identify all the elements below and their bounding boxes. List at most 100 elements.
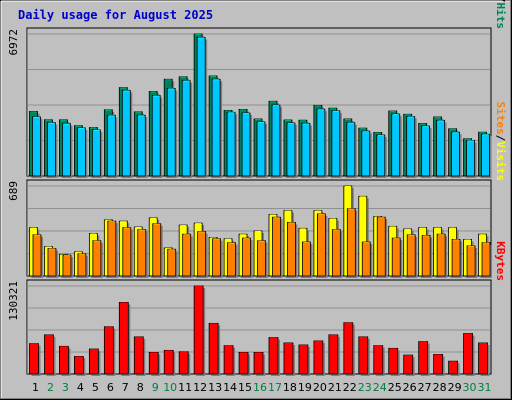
- bar-kbytes-day-7: [118, 302, 131, 376]
- bar-sites-day-12-face: [197, 231, 207, 277]
- bar-files-day-31-face: [481, 133, 490, 177]
- bar-files-day-20-face: [316, 108, 326, 177]
- bar-kbytes-day-4: [74, 356, 86, 376]
- bar-sites-day-22-face: [346, 208, 356, 277]
- bar-sites-day-11-face: [182, 233, 192, 277]
- bar-kbytes-day-2-face: [44, 334, 54, 375]
- x-tick-label-day-14: 14: [223, 381, 237, 394]
- x-tick-label-day-27: 27: [418, 381, 432, 394]
- bar-kbytes-day-1: [29, 343, 41, 376]
- bar-kbytes-day-5: [88, 348, 101, 376]
- bar-files-day-28: [436, 119, 447, 178]
- bar-files-day-2-face: [47, 122, 56, 177]
- bar-sites-day-6-face: [107, 220, 117, 277]
- bar-files-day-29: [451, 131, 462, 178]
- bar-kbytes-day-31: [478, 342, 490, 376]
- bar-kbytes-day-23-face: [358, 336, 369, 375]
- bar-sites-day-14-face: [227, 242, 236, 277]
- bar-files-day-16-face: [256, 121, 266, 177]
- bar-sites-day-13-face: [212, 238, 222, 277]
- bar-kbytes-day-16-face: [253, 351, 264, 375]
- bar-sites-day-29: [451, 239, 463, 278]
- bar-sites-day-7: [122, 227, 133, 278]
- bar-files-day-19-face: [301, 123, 311, 177]
- bar-kbytes-day-17-face: [268, 337, 279, 375]
- bar-sites-day-26-face: [406, 234, 416, 277]
- bar-kbytes-day-27-face: [418, 341, 429, 375]
- bar-kbytes-day-26: [403, 354, 415, 376]
- bar-sites-day-7-face: [122, 227, 132, 277]
- x-tick-label-day-16: 16: [253, 381, 267, 394]
- bar-files-day-13-face: [211, 78, 221, 177]
- bar-sites-day-15: [242, 237, 253, 278]
- panel-kbytes: 130321 KBytes: [7, 241, 507, 376]
- legend-sites: Sites: [494, 102, 507, 135]
- bar-files-day-3: [62, 123, 73, 178]
- bar-kbytes-day-15: [238, 351, 251, 376]
- bar-files-day-23: [361, 130, 372, 178]
- bar-files-day-14-face: [226, 111, 236, 177]
- y-max-label: 130321: [7, 281, 20, 321]
- bar-kbytes-day-29: [448, 360, 460, 376]
- bar-files-day-18: [286, 122, 297, 178]
- bar-kbytes-day-22-face: [343, 322, 354, 375]
- bar-sites-day-16-face: [257, 240, 266, 277]
- bar-files-day-15: [241, 112, 253, 178]
- bar-files-day-27-face: [421, 125, 431, 177]
- bar-files-day-26-face: [406, 116, 416, 177]
- bar-files-day-11: [181, 80, 193, 178]
- x-tick-label-day-28: 28: [433, 381, 447, 394]
- bar-files-day-6: [106, 114, 118, 178]
- bar-kbytes-day-19-face: [298, 344, 309, 375]
- bar-files-day-25-face: [391, 113, 401, 177]
- x-tick-label-day-2: 2: [47, 381, 54, 394]
- x-tick-label-day-8: 8: [137, 381, 144, 394]
- bar-files-day-14: [226, 111, 238, 178]
- bar-kbytes-day-19: [298, 344, 310, 376]
- bar-kbytes-day-24-face: [373, 345, 384, 375]
- legend-kbytes: KBytes: [494, 241, 507, 281]
- bar-sites-day-30-face: [466, 245, 476, 277]
- x-tick-label-day-9: 9: [152, 381, 159, 394]
- bar-sites-day-30: [466, 245, 478, 278]
- bar-files-day-12: [196, 37, 208, 178]
- bar-files-day-29-face: [451, 131, 460, 177]
- bar-files-day-7: [121, 90, 133, 178]
- x-tick-label-day-22: 22: [343, 381, 357, 394]
- bar-kbytes-day-8-face: [133, 336, 144, 375]
- x-tick-label-day-13: 13: [208, 381, 222, 394]
- bar-files-day-21-face: [331, 110, 341, 177]
- bar-files-day-27: [421, 125, 432, 178]
- bar-files-day-6-face: [106, 114, 116, 177]
- bar-sites-day-14: [227, 242, 238, 278]
- x-tick-label-day-30: 30: [463, 381, 477, 394]
- bar-sites-day-17: [272, 216, 283, 278]
- bar-sites-day-31-face: [481, 242, 491, 277]
- bar-kbytes-day-10-face: [163, 349, 174, 375]
- bar-kbytes-day-13: [208, 322, 221, 376]
- bar-kbytes-day-3: [59, 345, 71, 376]
- bar-sites-day-10-face: [167, 248, 177, 277]
- bar-sites-day-20: [316, 213, 328, 278]
- bar-kbytes-day-10: [163, 349, 176, 376]
- bar-sites-day-5: [92, 240, 103, 278]
- x-tick-label-day-7: 7: [122, 381, 129, 394]
- bar-kbytes-day-21-face: [328, 334, 339, 375]
- bar-sites-day-10: [167, 248, 178, 278]
- bar-files-day-12-face: [196, 37, 206, 177]
- bar-sites-day-16: [257, 240, 268, 278]
- x-tick-label-day-6: 6: [107, 381, 114, 394]
- bar-files-day-5-face: [91, 129, 101, 177]
- panel-visits-sites: 689 Sites/Visits: [7, 102, 507, 278]
- bar-kbytes-day-14-face: [223, 345, 234, 375]
- bar-kbytes-day-24: [373, 345, 385, 376]
- bar-sites-day-17-face: [272, 216, 281, 277]
- bar-kbytes-day-26-face: [403, 354, 414, 375]
- x-tick-label-day-1: 1: [32, 381, 39, 394]
- x-tick-label-day-19: 19: [298, 381, 312, 394]
- bar-files-day-23-face: [361, 130, 371, 177]
- bar-files-day-17: [271, 104, 282, 178]
- bar-files-day-20: [316, 108, 327, 178]
- panel-hits-files-pages: 6972 Pages/Files/Hits: [7, 0, 507, 178]
